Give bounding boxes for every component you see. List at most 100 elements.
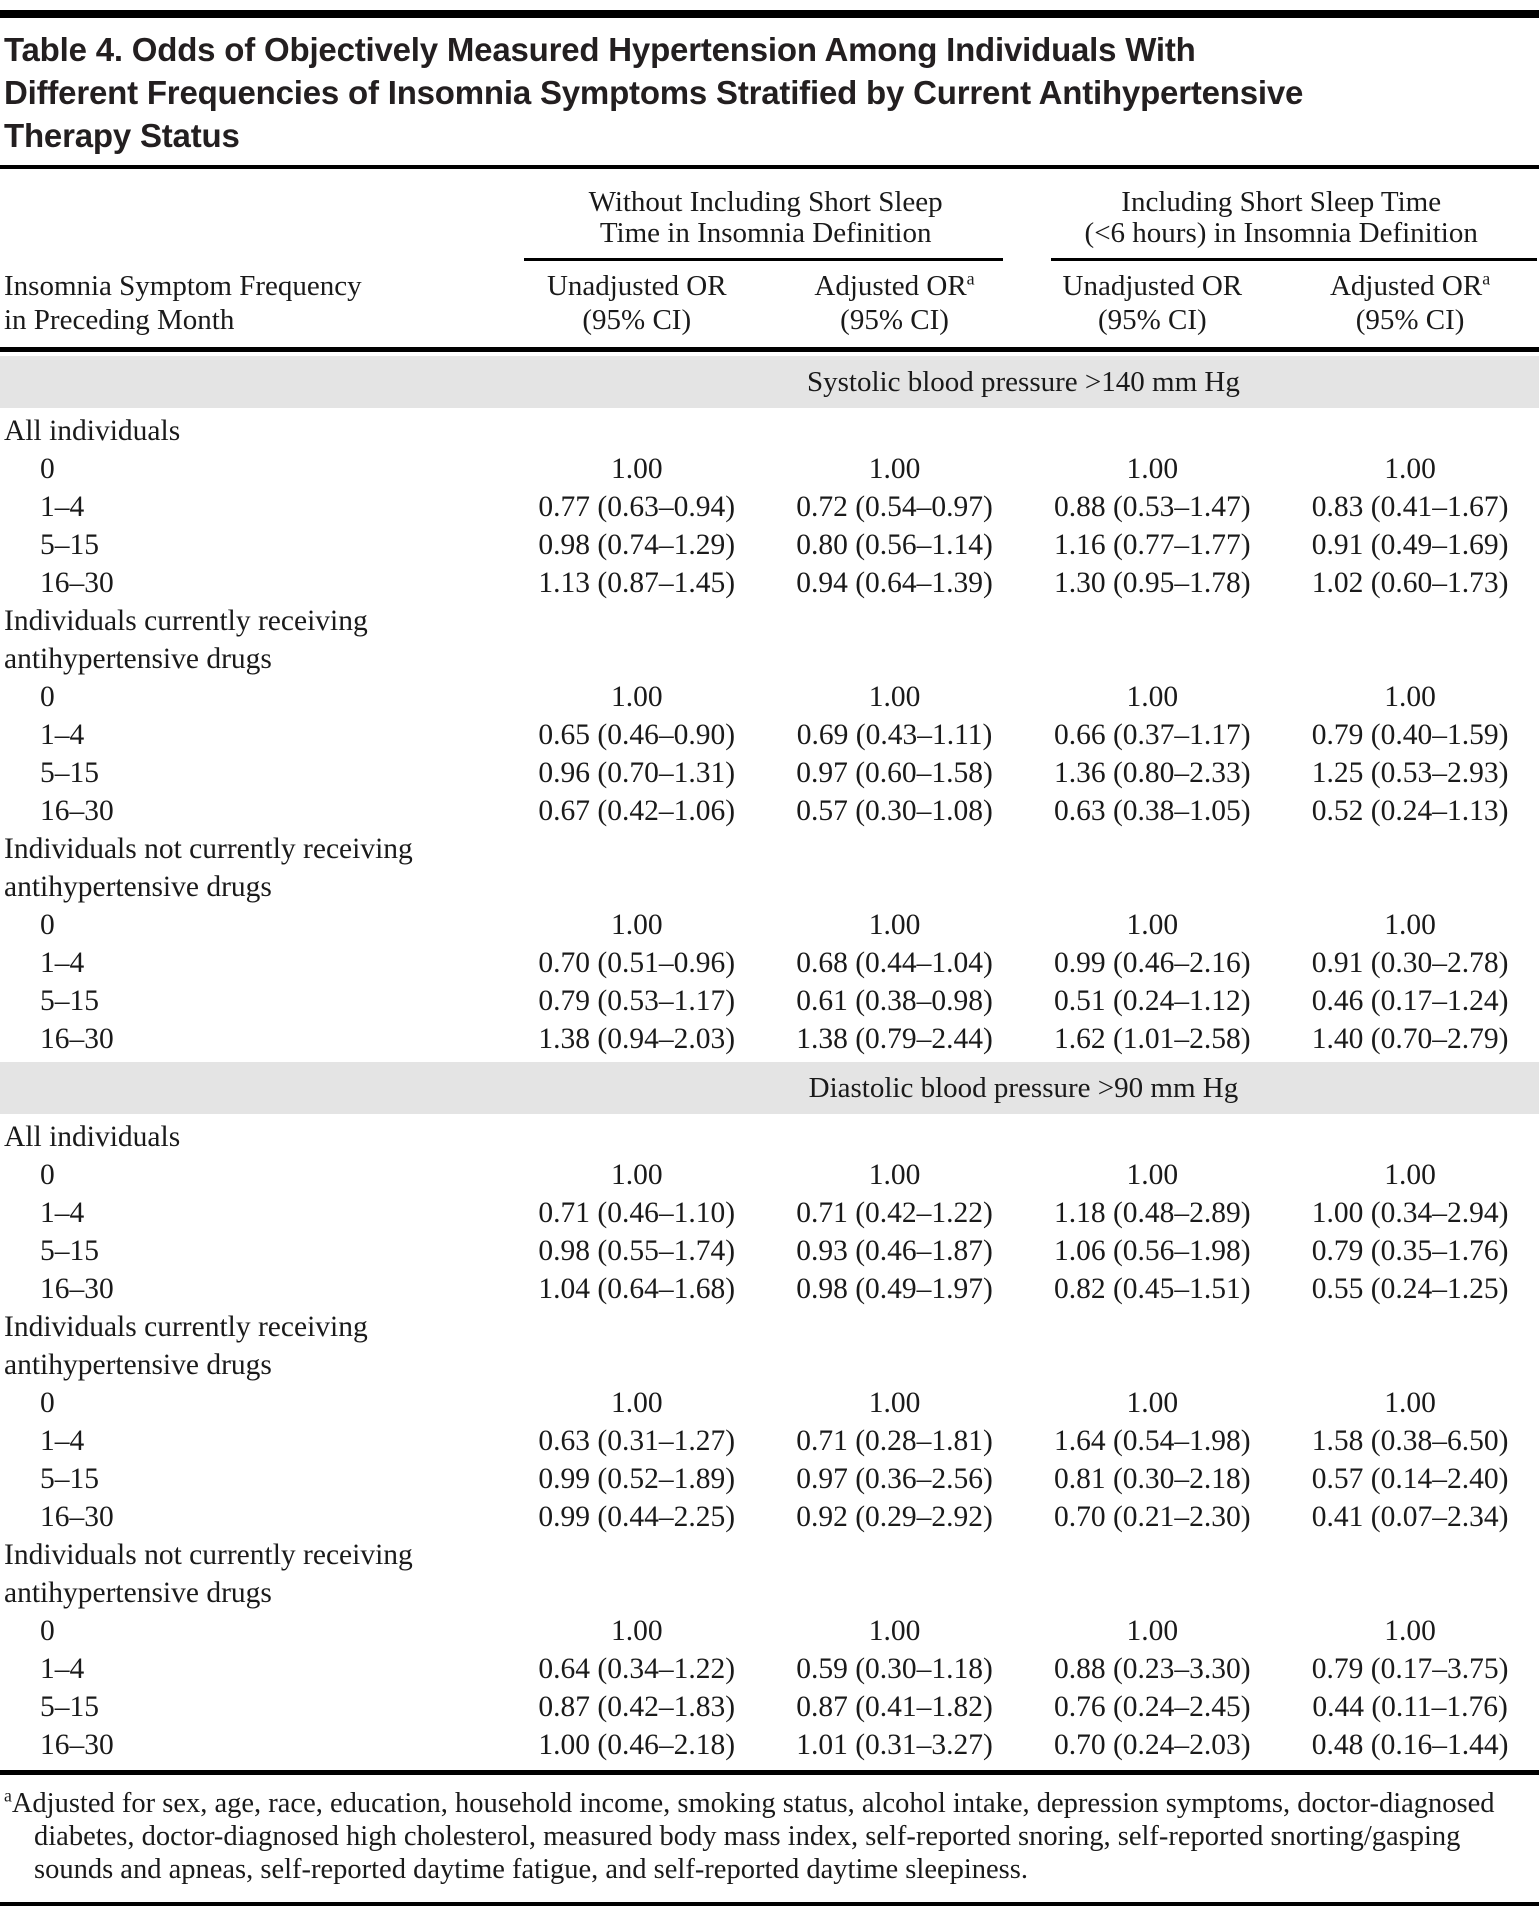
column-header-ci: (95% CI) [1097, 304, 1207, 336]
or-value-cell: 0.72 (0.54–0.97) [796, 491, 993, 523]
row-group-label: Individuals currently receiving antihyper… [0, 1308, 1539, 1384]
frequency-cell: 0 [40, 453, 55, 485]
frequency-cell: 16–30 [40, 1501, 114, 1533]
or-value-cell: 1.00 [868, 909, 921, 941]
column-group-underline [1051, 258, 1537, 261]
or-value-cell: 1.00 [1384, 453, 1436, 485]
table-title: Table 4. Odds of Objectively Measured Hy… [4, 31, 1304, 154]
or-value-cell: 0.51 (0.24–1.12) [1053, 985, 1251, 1017]
or-value-cell: 0.57 (0.30–1.08) [796, 795, 993, 827]
or-value-cell: 0.41 (0.07–2.34) [1311, 1501, 1509, 1533]
row-group-label: Individuals currently receiving antihyper… [0, 602, 1539, 678]
column-header-title: Adjusted ORa [814, 268, 975, 302]
or-value-cell: 1.00 [868, 1615, 921, 1647]
or-value-cell: 1.40 (0.70–2.79) [1311, 1023, 1509, 1055]
row-group-label: Individuals not currently receiving antih… [0, 830, 1539, 906]
section-band: Diastolic blood pressure >90 mm Hg [0, 1062, 1539, 1114]
frequency-cell: 5–15 [40, 1463, 99, 1495]
or-value-cell: 1.38 (0.79–2.44) [796, 1023, 993, 1055]
or-value-cell: 0.76 (0.24–2.45) [1053, 1691, 1251, 1723]
frequency-cell: 16–30 [40, 1273, 114, 1305]
table-row: 1–4 0.70 (0.51–0.96) 0.68 (0.44–1.04) 0.… [0, 944, 1539, 982]
or-value-cell: 0.65 (0.46–0.90) [538, 719, 736, 751]
frequency-cell: 5–15 [40, 757, 99, 789]
or-value-cell: 1.30 (0.95–1.78) [1053, 567, 1251, 599]
frequency-cell: 16–30 [40, 1023, 114, 1055]
column-header-adjusted-or-2: Adjusted ORa (95% CI) [1281, 269, 1539, 337]
or-value-cell: 0.91 (0.30–2.78) [1311, 947, 1509, 979]
or-value-cell: 0.98 (0.55–1.74) [538, 1235, 736, 1267]
section-band-label: Diastolic blood pressure >90 mm Hg [808, 1071, 1239, 1104]
table-footnote: aAdjusted for sex, age, race, education,… [0, 1775, 1539, 1896]
or-value-cell: 0.77 (0.63–0.94) [538, 491, 736, 523]
or-value-cell: 1.00 (0.34–2.94) [1311, 1197, 1509, 1229]
column-group-including-short-sleep: Including Short Sleep Time (<6 hours) in… [1023, 187, 1539, 261]
column-group-label-line: Without Including Short Sleep [588, 186, 943, 218]
or-value-cell: 0.93 (0.46–1.87) [796, 1235, 993, 1267]
frequency-cell: 0 [40, 909, 55, 941]
frequency-cell: 1–4 [40, 947, 85, 979]
or-value-cell: 1.02 (0.60–1.73) [1311, 567, 1509, 599]
footnote-marker-ref: a [966, 268, 975, 289]
footnote-marker: a [4, 1785, 12, 1806]
column-header-title: Unadjusted OR [546, 270, 727, 302]
table-row: 1–4 0.65 (0.46–0.90) 0.69 (0.43–1.11) 0.… [0, 716, 1539, 754]
or-value-cell: 1.00 [1384, 909, 1436, 941]
column-header-row: Insomnia Symptom Frequency in Preceding … [0, 269, 1539, 337]
frequency-cell: 1–4 [40, 1425, 85, 1457]
or-value-cell: 0.88 (0.23–3.30) [1053, 1653, 1251, 1685]
or-value-cell: 0.81 (0.30–2.18) [1053, 1463, 1251, 1495]
table-row: 5–15 0.87 (0.42–1.83) 0.87 (0.41–1.82) 0… [0, 1688, 1539, 1726]
or-value-cell: 1.00 [1384, 1615, 1436, 1647]
frequency-cell: 16–30 [40, 1729, 114, 1761]
or-value-cell: 1.00 [868, 453, 921, 485]
frequency-cell: 5–15 [40, 1691, 99, 1723]
or-value-cell: 0.91 (0.49–1.69) [1311, 529, 1509, 561]
frequency-cell: 5–15 [40, 529, 99, 561]
column-group-underline [523, 258, 1004, 261]
table-row: 1–4 0.71 (0.46–1.10) 0.71 (0.42–1.22) 1.… [0, 1194, 1539, 1232]
row-group-label: All individuals [0, 412, 1539, 450]
column-header-title: Unadjusted OR [1062, 270, 1243, 302]
frequency-cell: 0 [40, 1159, 55, 1191]
row-group-label: All individuals [0, 1118, 1539, 1156]
or-value-cell: 1.00 [1126, 1159, 1179, 1191]
frequency-cell: 1–4 [40, 1653, 85, 1685]
or-value-cell: 0.79 (0.53–1.17) [538, 985, 736, 1017]
row-group-label-line: All individuals [4, 1121, 181, 1153]
frequency-cell: 1–4 [40, 719, 85, 751]
or-value-cell: 1.64 (0.54–1.98) [1053, 1425, 1251, 1457]
title-bottom-rule [0, 165, 1539, 169]
or-value-cell: 0.63 (0.31–1.27) [538, 1425, 736, 1457]
or-value-cell: 0.94 (0.64–1.39) [796, 567, 993, 599]
or-value-cell: 0.52 (0.24–1.13) [1311, 795, 1509, 827]
table-row: 0 1.00 1.00 1.00 1.00 [0, 678, 1539, 716]
column-header-ci: (95% CI) [1355, 304, 1465, 336]
or-value-cell: 0.97 (0.60–1.58) [796, 757, 993, 789]
section-band: Systolic blood pressure >140 mm Hg [0, 356, 1539, 408]
footnote-marker-ref: a [1482, 268, 1491, 289]
table-row: 5–15 0.98 (0.55–1.74) 0.93 (0.46–1.87) 1… [0, 1232, 1539, 1270]
or-value-cell: 1.62 (1.01–2.58) [1053, 1023, 1251, 1055]
or-value-cell: 0.98 (0.74–1.29) [538, 529, 736, 561]
or-value-cell: 0.71 (0.46–1.10) [538, 1197, 736, 1229]
row-group-label-line: Individuals currently receiving [4, 605, 368, 637]
column-header-adjusted-or-1: Adjusted ORa (95% CI) [766, 269, 1024, 337]
or-value-cell: 1.00 [1126, 453, 1179, 485]
column-header-unadjusted-or-2: Unadjusted OR (95% CI) [1023, 269, 1281, 337]
or-value-cell: 1.00 [610, 453, 663, 485]
or-value-cell: 0.97 (0.36–2.56) [796, 1463, 993, 1495]
or-value-cell: 1.00 [1384, 1387, 1436, 1419]
or-value-cell: 0.79 (0.40–1.59) [1311, 719, 1509, 751]
stub-header-line: Insomnia Symptom Frequency [4, 270, 362, 302]
or-value-cell: 0.88 (0.53–1.47) [1053, 491, 1251, 523]
or-value-cell: 0.57 (0.14–2.40) [1311, 1463, 1509, 1495]
or-value-cell: 0.99 (0.46–2.16) [1053, 947, 1251, 979]
or-value-cell: 1.36 (0.80–2.33) [1053, 757, 1251, 789]
row-group-label-line: All individuals [4, 415, 181, 447]
or-value-cell: 0.48 (0.16–1.44) [1311, 1729, 1509, 1761]
or-value-cell: 1.00 [868, 1387, 921, 1419]
or-value-cell: 0.64 (0.34–1.22) [538, 1653, 736, 1685]
or-value-cell: 0.70 (0.21–2.30) [1053, 1501, 1251, 1533]
